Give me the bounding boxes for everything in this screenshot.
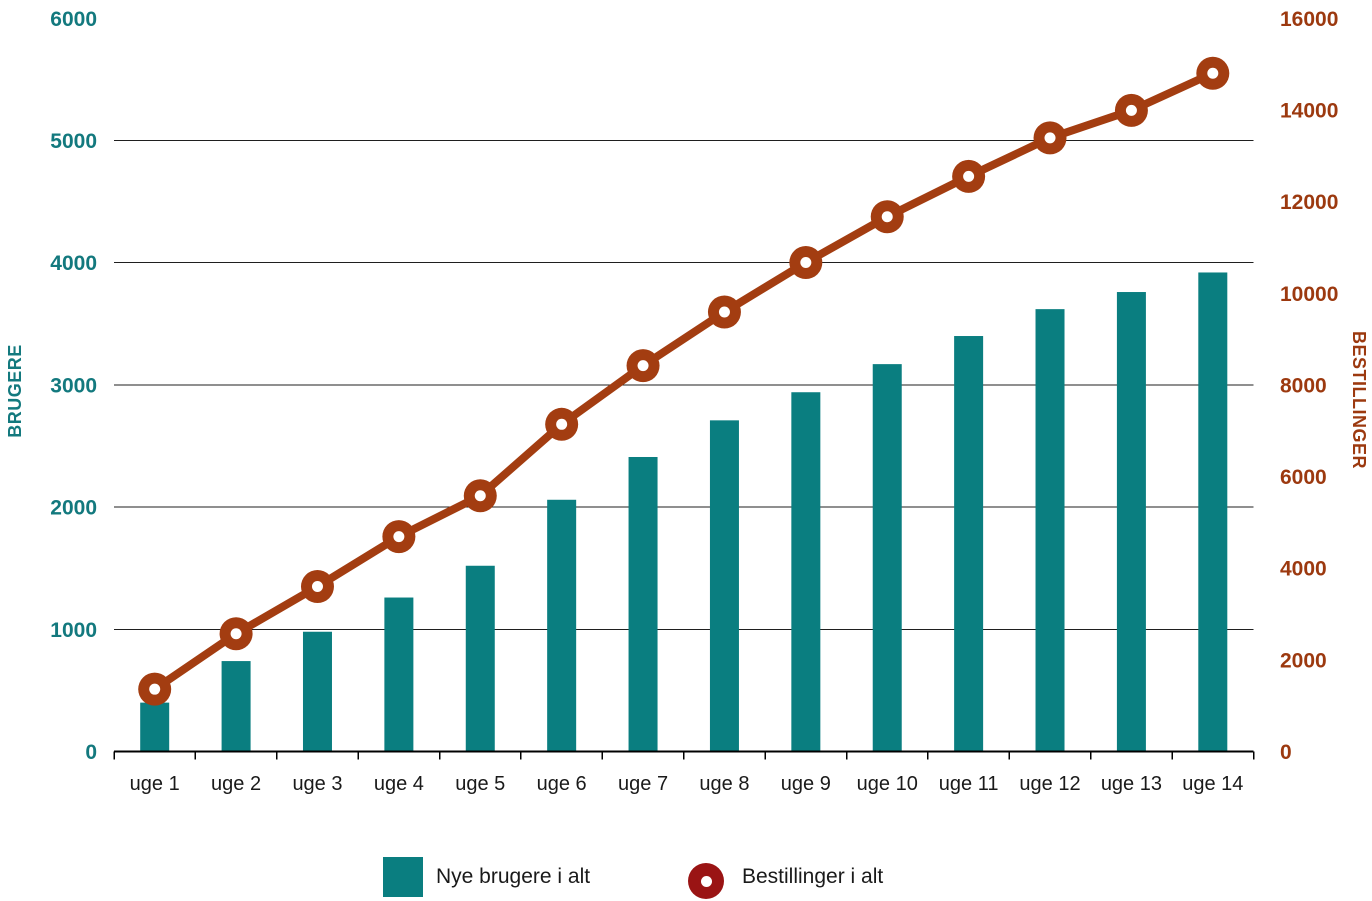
left-axis-tick-label: 1000 [50, 619, 97, 642]
x-axis-label-uge-7: uge 7 [618, 773, 668, 795]
line-marker-hole [637, 360, 649, 372]
left-axis-tick-label: 6000 [50, 8, 97, 31]
x-axis-label-uge-10: uge 10 [857, 773, 918, 795]
legend-donut-hole [700, 875, 712, 887]
legend-label-nye-brugere: Nye brugere i alt [436, 865, 591, 888]
right-axis-tick-label: 14000 [1280, 99, 1338, 122]
line-marker-hole [1207, 67, 1219, 79]
x-axis-label-uge-8: uge 8 [699, 773, 749, 795]
right-axis-tick-label: 4000 [1280, 558, 1327, 581]
right-axis-tick-label: 12000 [1280, 191, 1338, 214]
line-marker-hole [474, 490, 486, 502]
line-marker-hole [230, 628, 242, 640]
line-marker-hole [393, 531, 405, 543]
bar-uge-13[interactable] [1116, 292, 1146, 752]
line-marker-hole [311, 581, 323, 593]
bar-uge-7[interactable] [628, 456, 658, 752]
bar-uge-3[interactable] [302, 631, 332, 752]
right-axis-tick-label: 6000 [1280, 466, 1327, 489]
right-axis-tick-label: 2000 [1280, 649, 1327, 672]
legend-swatch-bestillinger[interactable] [688, 863, 724, 899]
right-axis-tick-label: 10000 [1280, 283, 1338, 306]
bar-uge-2[interactable] [221, 661, 251, 752]
x-axis-label-uge-1: uge 1 [130, 773, 180, 795]
line-marker-hole [556, 418, 568, 430]
x-axis-label-uge-14: uge 14 [1182, 773, 1243, 795]
left-axis-tick-label: 0 [85, 741, 97, 764]
left-axis-tick-label: 3000 [50, 374, 97, 397]
right-axis-tick-label: 16000 [1280, 8, 1338, 31]
x-axis-label-uge-13: uge 13 [1101, 773, 1162, 795]
x-axis-label-uge-12: uge 12 [1019, 773, 1080, 795]
x-axis-label-uge-4: uge 4 [374, 773, 424, 795]
line-marker-hole [718, 306, 730, 318]
legend-swatch-nye-brugere[interactable] [383, 857, 423, 897]
bar-uge-4[interactable] [384, 597, 414, 752]
x-axis-label-uge-11: uge 11 [939, 773, 999, 795]
x-axis-label-uge-2: uge 2 [211, 773, 261, 795]
bar-uge-1[interactable] [140, 702, 170, 752]
x-axis-label-uge-6: uge 6 [537, 773, 587, 795]
legend-label-bestillinger: Bestillinger i alt [742, 865, 884, 888]
right-axis-tick-label: 8000 [1280, 374, 1327, 397]
bar-uge-5[interactable] [465, 565, 495, 752]
line-marker-hole [1125, 104, 1137, 116]
left-axis-title: BRUGERE [5, 344, 25, 438]
line-marker-hole [963, 170, 975, 182]
bar-uge-10[interactable] [872, 364, 902, 752]
x-axis-label-uge-5: uge 5 [455, 773, 505, 795]
x-axis-label-uge-3: uge 3 [292, 773, 342, 795]
bar-uge-11[interactable] [954, 336, 984, 752]
line-marker-hole [881, 211, 893, 223]
bar-uge-12[interactable] [1035, 309, 1065, 752]
right-axis-title: BESTILLINGER [1349, 330, 1369, 469]
left-axis-tick-label: 5000 [50, 130, 97, 153]
line-marker-hole [1044, 132, 1056, 144]
line-marker-hole [800, 257, 812, 269]
left-axis-tick-label: 2000 [50, 497, 97, 520]
bar-uge-14[interactable] [1198, 272, 1228, 752]
x-axis-label-uge-9: uge 9 [781, 773, 831, 795]
bar-uge-9[interactable] [791, 392, 821, 752]
bar-uge-6[interactable] [547, 499, 577, 752]
right-axis-tick-label: 0 [1280, 741, 1292, 764]
line-marker-hole [149, 683, 161, 695]
left-axis-tick-label: 4000 [50, 252, 97, 275]
bar-uge-8[interactable] [709, 420, 739, 752]
